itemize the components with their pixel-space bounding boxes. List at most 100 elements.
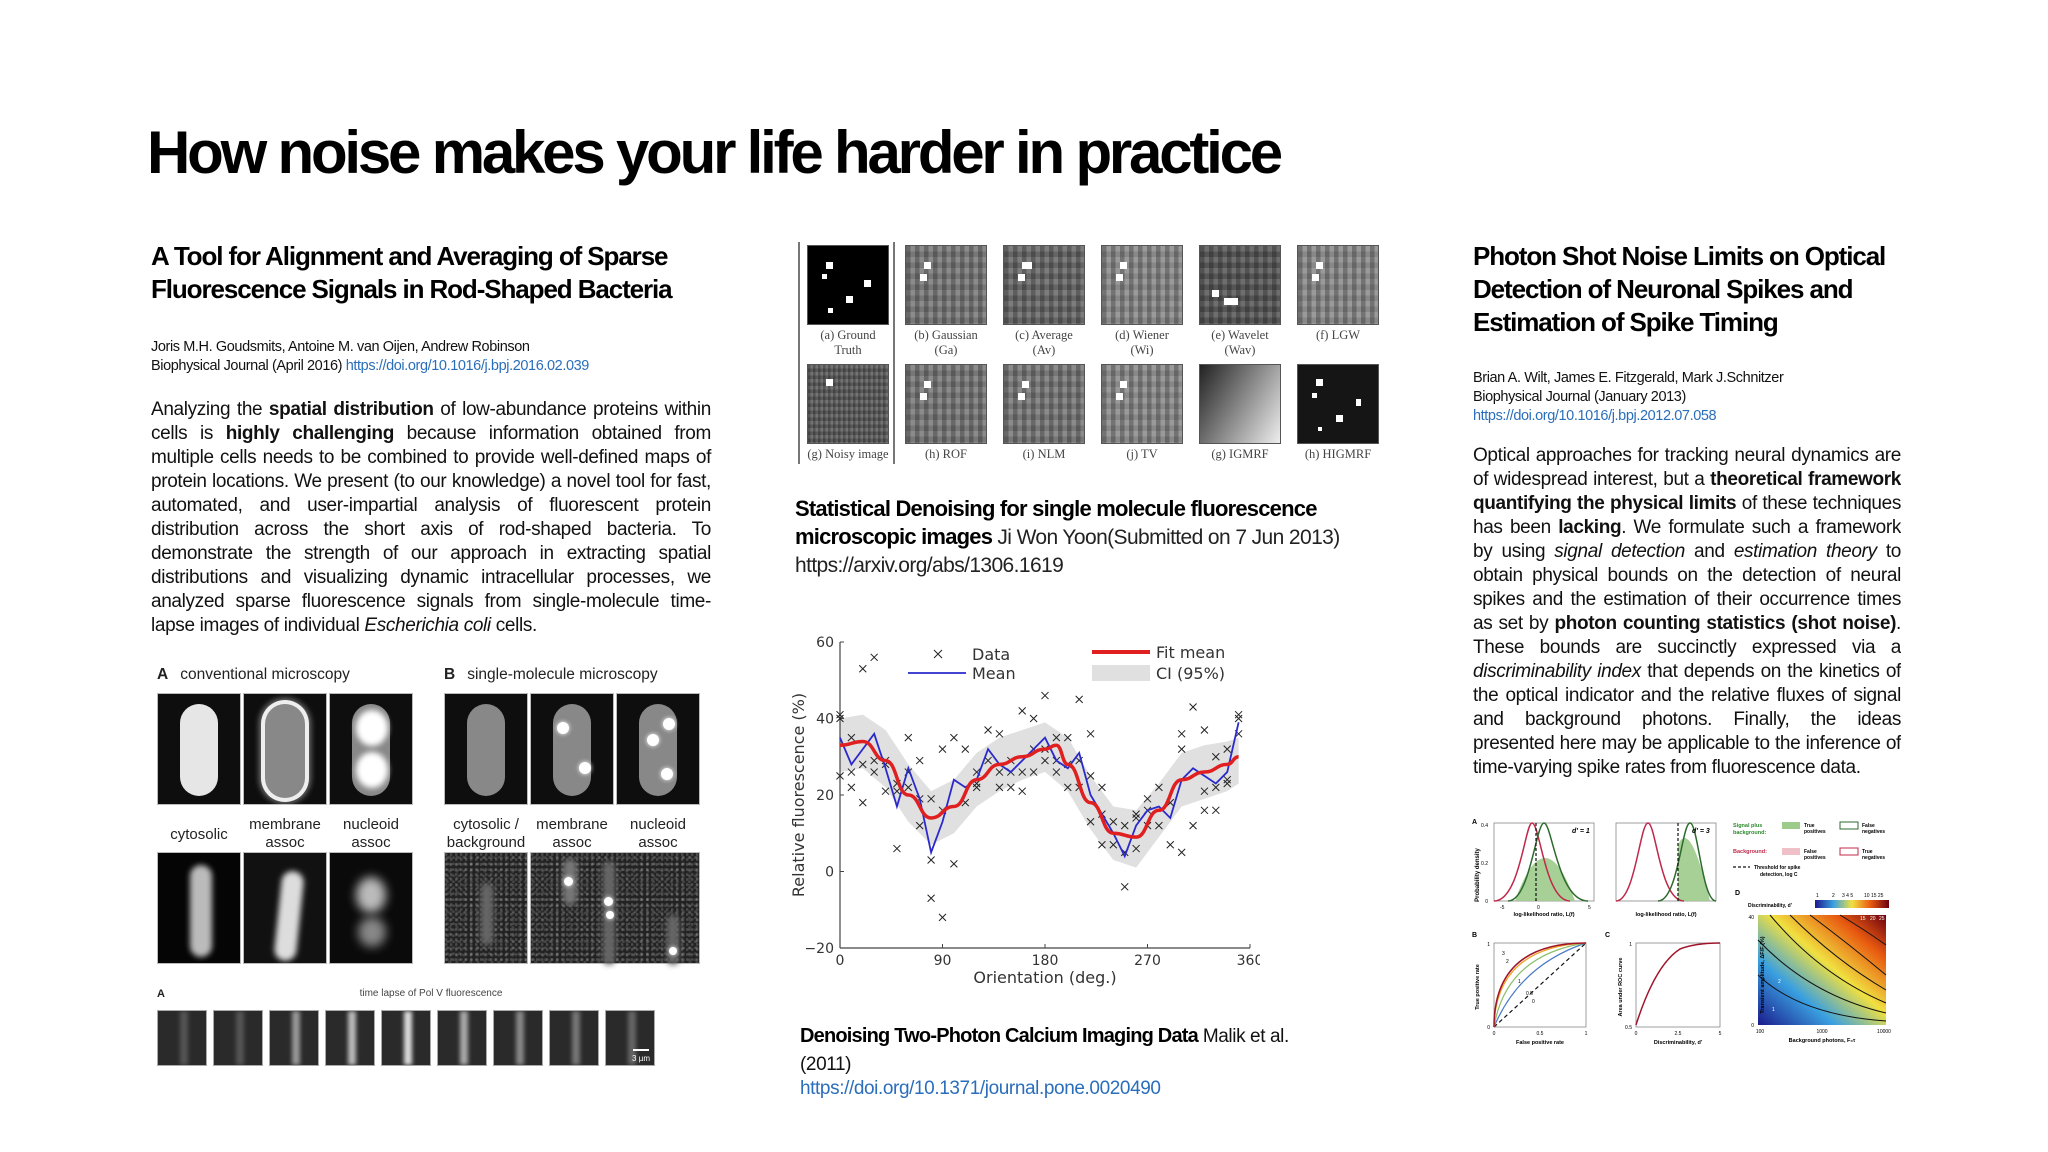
paper-citation-yoon: Statistical Denoising for single molecul… bbox=[795, 495, 1405, 580]
svg-text:1: 1 bbox=[1585, 1031, 1588, 1037]
svg-text:270: 270 bbox=[1134, 953, 1161, 969]
svg-text:background:: background: bbox=[1733, 830, 1766, 836]
timelapse-frame bbox=[213, 1010, 263, 1066]
figure-denoising-comparison: (a) Ground Truth (b) Gaussian (Ga) (c) A… bbox=[795, 240, 1395, 470]
svg-text:C: C bbox=[1605, 932, 1610, 939]
caption-sm-cytosolic: cytosolic / background bbox=[446, 816, 526, 851]
svg-text:A: A bbox=[1472, 819, 1477, 826]
svg-text:3: 3 bbox=[1502, 951, 1505, 957]
paper-meta-goudsmits: Joris M.H. Goudsmits, Antoine M. van Oij… bbox=[151, 338, 751, 376]
abstract-segment: photon counting statistics (shot noise) bbox=[1554, 613, 1897, 634]
schematic-sm-membrane bbox=[530, 693, 614, 805]
schematic-nucleoid bbox=[329, 693, 413, 805]
denoise-average: (c) Average (Av) bbox=[1003, 245, 1085, 358]
image-membrane bbox=[243, 852, 327, 964]
paper-citation-malik: Denoising Two-Photon Calcium Imaging Dat… bbox=[800, 1020, 1320, 1101]
svg-text:Threshold for spike: Threshold for spike bbox=[1754, 865, 1801, 871]
abstract-segment: because information obtained from multip… bbox=[151, 423, 711, 636]
svg-text:1000: 1000 bbox=[1816, 1029, 1827, 1035]
svg-text:B: B bbox=[1472, 932, 1477, 939]
denoise-nlm: (i) NLM bbox=[1003, 364, 1085, 462]
paper-title-wilt: Photon Shot Noise Limits on Optical Dete… bbox=[1473, 241, 1886, 337]
timelapse-frame bbox=[493, 1010, 543, 1066]
svg-text:Transient amplitude, ΔF/F (%): Transient amplitude, ΔF/F (%) bbox=[1760, 936, 1766, 1013]
abstract-segment: of these techniques has been bbox=[1473, 493, 1901, 538]
journal-line: Biophysical Journal (April 2016) https:/… bbox=[151, 357, 751, 376]
svg-text:log-likelihood ratio, L(f): log-likelihood ratio, L(f) bbox=[1513, 912, 1574, 918]
svg-text:log-likelihood ratio, L(f): log-likelihood ratio, L(f) bbox=[1635, 912, 1696, 918]
svg-text:Background photons, F₀τ: Background photons, F₀τ bbox=[1789, 1038, 1856, 1044]
journal: Biophysical Journal (April 2016) bbox=[151, 358, 343, 374]
abstract-segment: theoretical framework quantifying the ph… bbox=[1473, 469, 1901, 514]
svg-text:10 15 25: 10 15 25 bbox=[1864, 893, 1884, 899]
svg-text:negatives: negatives bbox=[1862, 829, 1885, 835]
abstract-wilt: Optical approaches for tracking neural d… bbox=[1473, 444, 1901, 814]
svg-text:90: 90 bbox=[934, 953, 952, 969]
abstract-segment: lacking bbox=[1558, 517, 1622, 538]
svg-text:0: 0 bbox=[836, 953, 845, 969]
svg-text:60: 60 bbox=[816, 635, 834, 651]
timelapse-letter: A bbox=[157, 988, 165, 1000]
abstract-segment: Optical approaches for tracking neural d… bbox=[1473, 445, 1901, 490]
image-cytosolic bbox=[157, 852, 241, 964]
wilt-figure-svg: A Probability density d' = 1 0.4 0.2 0 -… bbox=[1472, 819, 1891, 1046]
svg-text:Area under ROC curve: Area under ROC curve bbox=[1618, 958, 1624, 1017]
svg-text:0: 0 bbox=[825, 865, 834, 881]
scale-bar bbox=[633, 1049, 649, 1051]
svg-text:2: 2 bbox=[1506, 959, 1509, 965]
doi-link-malik[interactable]: https://doi.org/10.1371/journal.pone.002… bbox=[800, 1078, 1161, 1099]
figure-timelapse: A time lapse of Pol V fluorescence 3 µm bbox=[151, 988, 711, 1068]
arxiv-link[interactable]: https://arxiv.org/abs/1306.1619 bbox=[795, 554, 1064, 577]
schematic-membrane bbox=[243, 693, 327, 805]
svg-text:Data: Data bbox=[972, 645, 1010, 664]
svg-text:Signal plus: Signal plus bbox=[1733, 823, 1762, 829]
abstract-segment: highly challenging bbox=[225, 423, 395, 444]
svg-text:d' = 1: d' = 1 bbox=[1572, 828, 1590, 835]
svg-text:0.2: 0.2 bbox=[1481, 861, 1488, 867]
paper-title-goudsmits: A Tool for Alignment and Averaging of Sp… bbox=[151, 241, 673, 304]
caption-nucleoid: nucleoid assoc bbox=[343, 816, 399, 851]
authors: Brian A. Wilt, James E. Fitzgerald, Mark… bbox=[1473, 370, 1784, 386]
paper-meta-wilt: Brian A. Wilt, James E. Fitzgerald, Mark… bbox=[1473, 369, 1893, 426]
abstract-segment: . These bounds are succinctly expressed … bbox=[1473, 613, 1901, 658]
svg-text:180: 180 bbox=[1032, 953, 1059, 969]
svg-text:360: 360 bbox=[1237, 953, 1260, 969]
denoise-gaussian: (b) Gaussian (Ga) bbox=[905, 245, 987, 358]
svg-text:-5: -5 bbox=[1500, 905, 1505, 911]
svg-text:negatives: negatives bbox=[1862, 855, 1885, 861]
abstract-segment: discriminability index bbox=[1473, 661, 1641, 682]
caption-cytosolic: cytosolic bbox=[170, 826, 228, 843]
svg-text:25: 25 bbox=[1879, 916, 1885, 922]
abstract-segment: of low-abundance proteins within cells i… bbox=[151, 399, 711, 444]
image-sm-cytosolic bbox=[444, 852, 528, 964]
timelapse-frame bbox=[437, 1010, 487, 1066]
doi-link[interactable]: https://doi.org/10.1016/j.bpj.2012.07.05… bbox=[1473, 408, 1717, 424]
abstract-segment: Analyzing the bbox=[151, 399, 269, 420]
svg-text:0.5: 0.5 bbox=[1537, 1031, 1544, 1037]
svg-text:0: 0 bbox=[1537, 905, 1540, 911]
denoise-ground-truth: (a) Ground Truth bbox=[807, 245, 889, 358]
svg-text:False: False bbox=[1862, 823, 1875, 829]
svg-text:1: 1 bbox=[1772, 1007, 1775, 1013]
journal: Biophysical Journal (January 2013) bbox=[1473, 389, 1686, 405]
svg-text:2.5: 2.5 bbox=[1675, 1031, 1682, 1037]
paper-meta-malik: Malik et al. (2011) bbox=[800, 1026, 1289, 1075]
abstract-segment: estimation theory bbox=[1733, 541, 1877, 562]
svg-text:1: 1 bbox=[1629, 942, 1632, 948]
svg-text:d' = 3: d' = 3 bbox=[1692, 828, 1710, 835]
paper-title-malik: Denoising Two-Photon Calcium Imaging Dat… bbox=[800, 1025, 1199, 1047]
svg-text:False: False bbox=[1804, 849, 1817, 855]
denoise-igmrf: (g) IGMRF bbox=[1199, 364, 1281, 462]
svg-text:True positive rate: True positive rate bbox=[1475, 964, 1481, 1010]
svg-text:5: 5 bbox=[1719, 1031, 1722, 1037]
doi-link[interactable]: https://doi.org/10.1016/j.bpj.2016.02.03… bbox=[345, 358, 590, 374]
panel-b-title: single-molecule microscopy bbox=[467, 666, 658, 683]
schematic-sm-nucleoid bbox=[616, 693, 700, 805]
abstract-segment: signal detection bbox=[1554, 541, 1685, 562]
svg-text:0: 0 bbox=[1635, 1031, 1638, 1037]
caption-sm-membrane: membrane assoc bbox=[536, 816, 608, 851]
y-axis-label: Relative fluorescence (%) bbox=[790, 693, 808, 897]
